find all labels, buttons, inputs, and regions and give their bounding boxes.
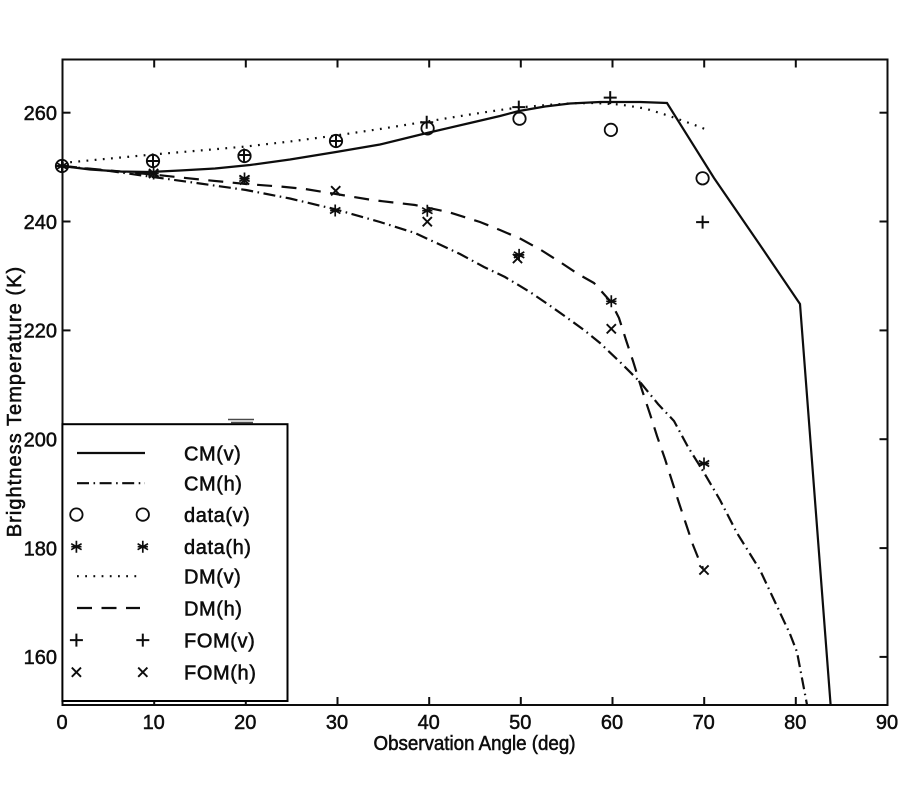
svg-text:FOM(h): FOM(h) <box>184 663 256 685</box>
svg-text:70: 70 <box>693 712 715 734</box>
svg-text:20: 20 <box>234 712 256 734</box>
svg-text:50: 50 <box>509 712 531 734</box>
svg-text:240: 240 <box>24 212 57 234</box>
svg-text:260: 260 <box>24 103 57 125</box>
svg-text:DM(v): DM(v) <box>184 567 241 589</box>
svg-text:60: 60 <box>601 712 623 734</box>
svg-text:DM(h): DM(h) <box>184 599 243 621</box>
svg-text:0: 0 <box>56 712 67 734</box>
svg-text:CM(h): CM(h) <box>184 474 243 496</box>
svg-text:data(v): data(v) <box>184 505 250 527</box>
svg-text:Brightness Temperature (K): Brightness Temperature (K) <box>4 266 26 537</box>
svg-text:90: 90 <box>876 712 898 734</box>
svg-text:Observation Angle (deg): Observation Angle (deg) <box>374 733 576 755</box>
svg-text:10: 10 <box>143 712 165 734</box>
svg-text:160: 160 <box>24 647 57 669</box>
svg-text:CM(v): CM(v) <box>184 444 241 466</box>
svg-text:180: 180 <box>24 538 57 560</box>
svg-text:data(h): data(h) <box>184 537 252 559</box>
svg-text:30: 30 <box>326 712 348 734</box>
svg-text:FOM(v): FOM(v) <box>184 631 255 653</box>
svg-text:40: 40 <box>418 712 440 734</box>
svg-text:80: 80 <box>784 712 806 734</box>
svg-text:200: 200 <box>24 430 57 452</box>
svg-text:220: 220 <box>24 321 57 343</box>
